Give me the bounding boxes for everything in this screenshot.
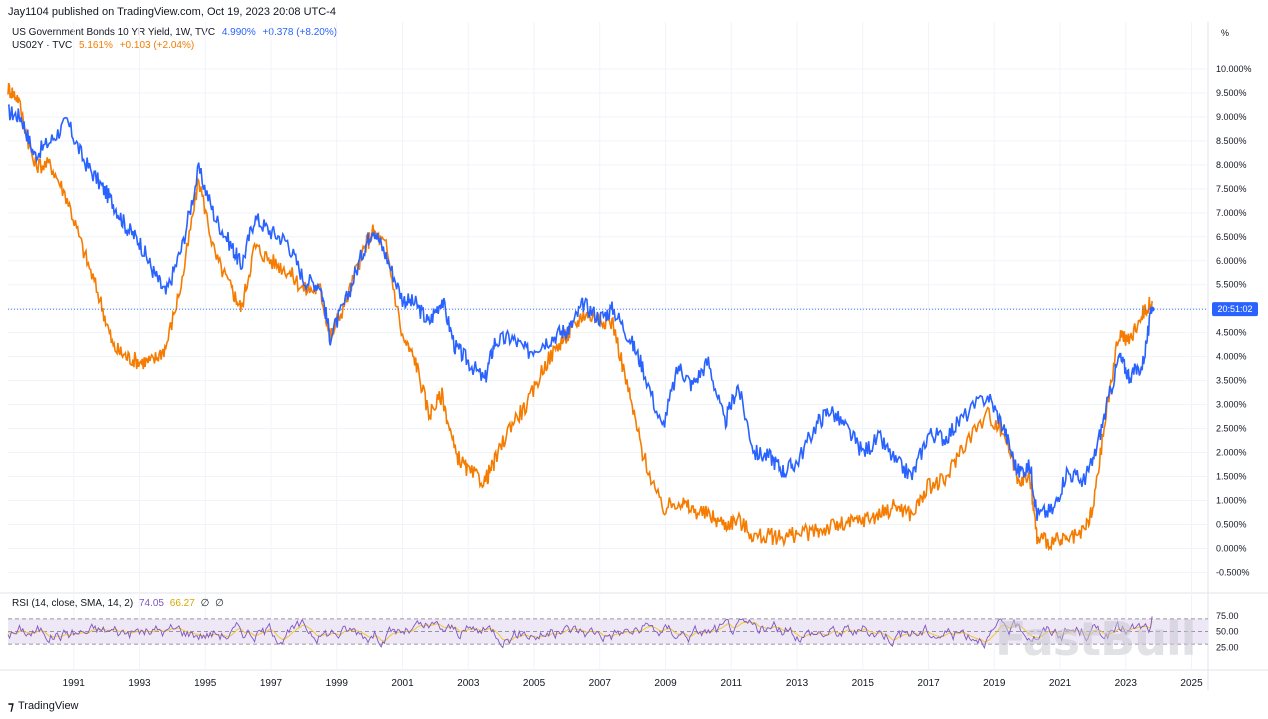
y-tick-label: 9.000%: [1216, 112, 1247, 122]
legend-us10y-change: +0.378 (+8.20%): [262, 27, 338, 38]
time-axis[interactable]: 1991 1993 1995 1997 1999 2001 2003 2005 2007 2009…: [63, 678, 1203, 689]
legend-us02y-change: +0.103 (+2.04%): [119, 40, 195, 51]
x-tick-label: 2019: [983, 678, 1006, 689]
rsi-tick-label: 75.00: [1216, 611, 1239, 621]
x-tick-label: 2003: [457, 678, 480, 689]
x-tick-label: 2001: [391, 678, 414, 689]
rsi-line: [7, 616, 1153, 650]
x-tick-label: 1991: [63, 678, 86, 689]
x-tick-label: 2021: [1049, 678, 1072, 689]
legend-us02y[interactable]: US02Y · TVC 5.161% +0.103 (+2.04%): [12, 40, 194, 51]
rsi-extra-2: ∅: [215, 598, 224, 609]
x-tick-label: 2013: [786, 678, 809, 689]
price-axis[interactable]: -0.500% 0.000% 0.500% 1.000% 1.500% 2.000% 2.5…: [1216, 64, 1252, 577]
x-tick-label: 2005: [523, 678, 546, 689]
x-tick-label: 1995: [194, 678, 217, 689]
x-tick-label: 2015: [852, 678, 875, 689]
legend-us02y-value: 5.161%: [79, 40, 113, 51]
footer-brand: TradingView: [17, 700, 79, 712]
legend-us02y-name: US02Y · TVC: [12, 40, 73, 51]
rsi-ma-value: 66.27: [169, 598, 195, 609]
y-tick-label: 7.500%: [1216, 184, 1247, 194]
price-time-label: 20:51:02: [1217, 304, 1252, 314]
rsi-extra-1: ∅: [200, 598, 210, 609]
y-tick-label: 6.000%: [1216, 256, 1247, 266]
x-tick-label: 1997: [260, 678, 283, 689]
series-lines: 20:51:02: [7, 82, 1258, 552]
y-tick-label: 0.500%: [1216, 519, 1247, 529]
rsi-label: RSI (14, close, SMA, 14, 2): [12, 598, 134, 609]
legend-us10y-name: US Government Bonds 10 YR Yield, 1W, TVC: [12, 27, 216, 38]
grid: [0, 22, 1268, 690]
price-time-badge: [1212, 302, 1258, 317]
watermark: FastBull: [995, 612, 1196, 666]
rsi-value: 74.05: [138, 598, 164, 609]
tradingview-logo-icon: ⁊: [8, 699, 14, 713]
y-tick-label: 2.000%: [1216, 448, 1247, 458]
y-tick-label: 1.500%: [1216, 472, 1247, 482]
y-tick-label: 3.500%: [1216, 376, 1247, 386]
y-tick-label: 8.000%: [1216, 160, 1247, 170]
x-tick-label: 2011: [721, 678, 743, 689]
rsi-pane: 25.00 50.00 75.00: [7, 611, 1239, 652]
rsi-legend[interactable]: RSI (14, close, SMA, 14, 2) 74.05 66.27 …: [12, 598, 227, 609]
x-tick-label: 1993: [128, 678, 151, 689]
y-tick-label: 1.000%: [1216, 495, 1247, 505]
last-price-dot: [1149, 306, 1155, 312]
legend-us10y-value: 4.990%: [221, 27, 256, 38]
x-tick-label: 2025: [1180, 678, 1203, 689]
x-tick-label: 2007: [589, 678, 612, 689]
y-tick-label: 3.000%: [1216, 400, 1247, 410]
y-tick-label: -0.500%: [1216, 567, 1250, 577]
y-tick-label: 6.500%: [1216, 232, 1247, 242]
x-tick-label: 2023: [1115, 678, 1138, 689]
publisher-note: Jay1104 published on TradingView.com, Oc…: [8, 6, 336, 18]
x-tick-label: 2017: [917, 678, 940, 689]
rsi-tick-label: 50.00: [1216, 627, 1239, 637]
series-us02y-line: [7, 82, 1153, 552]
y-tick-label: 4.000%: [1216, 352, 1247, 362]
footer[interactable]: ⁊ TradingView: [8, 699, 79, 713]
y-tick-label: 9.500%: [1216, 88, 1247, 98]
series-us10y-line: [7, 104, 1153, 521]
x-tick-label: 2009: [654, 678, 677, 689]
rsi-tick-label: 25.00: [1216, 642, 1239, 652]
y-tick-label: 5.500%: [1216, 280, 1247, 290]
legend-us10y[interactable]: US Government Bonds 10 YR Yield, 1W, TVC…: [12, 27, 337, 38]
y-tick-label: 7.000%: [1216, 208, 1247, 218]
y-tick-label: 2.500%: [1216, 424, 1247, 434]
x-tick-label: 1999: [326, 678, 349, 689]
unit-label: %: [1221, 28, 1230, 38]
y-tick-label: 4.500%: [1216, 328, 1247, 338]
y-tick-label: 8.500%: [1216, 136, 1247, 146]
y-tick-label: 0.000%: [1216, 543, 1247, 553]
y-tick-label: 10.000%: [1216, 64, 1252, 74]
